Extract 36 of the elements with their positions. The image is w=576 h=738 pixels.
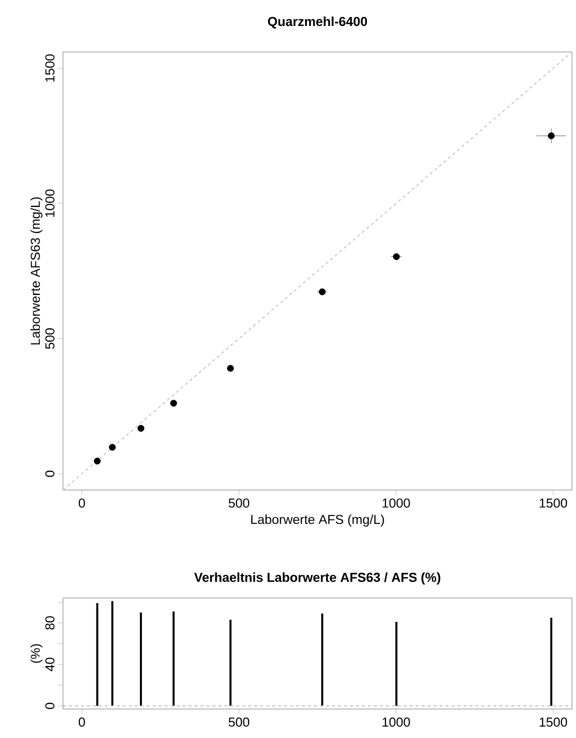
- bar: [111, 601, 114, 706]
- y-axis-title: Laborwerte AFS63 (mg/L): [30, 197, 42, 344]
- point: [94, 458, 101, 464]
- y-tick-label: 0: [45, 470, 54, 477]
- y-tick-label: 1000: [45, 190, 54, 217]
- bar: [172, 611, 175, 706]
- point: [548, 132, 555, 140]
- bar: [321, 614, 324, 706]
- bar: [395, 622, 398, 706]
- x-axis-title: Laborwerte AFS (mg/L): [251, 514, 384, 527]
- point: [318, 288, 326, 296]
- point: [138, 424, 144, 432]
- x-tick-label: 1000: [382, 498, 410, 508]
- bar: [550, 618, 552, 706]
- y-axis-title: (%): [30, 644, 42, 663]
- x-tick-label: 500: [228, 498, 250, 508]
- y-tick-label: 500: [45, 328, 54, 349]
- y-tick-label: 0: [45, 702, 54, 709]
- point: [170, 400, 177, 407]
- y-tick-label: 80: [45, 616, 54, 630]
- x-tick-label: 1500: [540, 498, 568, 508]
- x-tick-label: 0: [78, 498, 85, 508]
- y-tick-label: 40: [45, 658, 54, 672]
- chart-title: Verhaeltnis Laborwerte AFS63 / AFS (%): [194, 572, 440, 584]
- bar: [96, 603, 98, 706]
- y-tick-label: 1500: [45, 54, 54, 82]
- bar: [140, 612, 142, 706]
- chart-title: Quarzmehl-6400: [268, 16, 367, 28]
- point: [392, 253, 400, 260]
- x-tick-label: 1500: [540, 718, 568, 727]
- x-tick-label: 0: [78, 718, 85, 727]
- x-tick-label: 500: [228, 718, 250, 727]
- bar: [229, 620, 232, 706]
- point: [108, 444, 116, 451]
- x-tick-label: 1000: [382, 718, 410, 727]
- point: [227, 364, 234, 372]
